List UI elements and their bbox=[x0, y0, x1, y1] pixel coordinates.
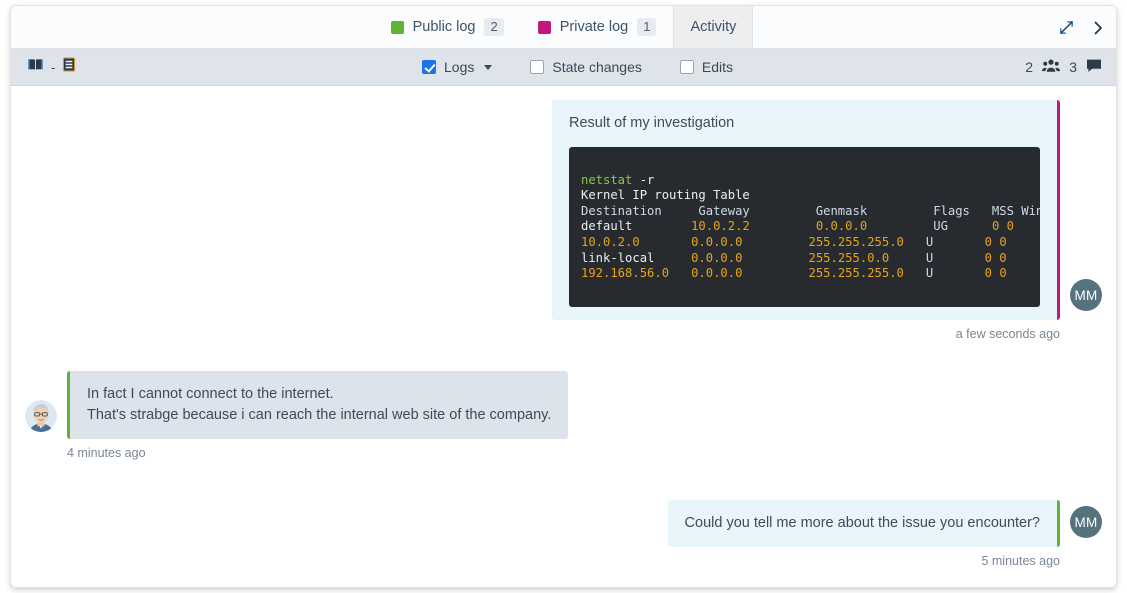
terminal-column-headers: Destination Gateway Genmask Flags MSS Wi… bbox=[581, 203, 1040, 218]
route-row-3-destination: 192.168.56.0 bbox=[581, 266, 670, 281]
route-row-1-gateway: 0.0.0.0 bbox=[691, 234, 743, 249]
route-row-3-window: 0 bbox=[999, 266, 1007, 281]
filter-logs[interactable]: Logs bbox=[422, 59, 493, 75]
route-row-0-flags: UG bbox=[933, 219, 948, 234]
document-list-icon[interactable] bbox=[62, 57, 76, 77]
chevron-right-icon[interactable] bbox=[1090, 20, 1106, 36]
route-row-0-mss: 0 bbox=[991, 219, 1000, 234]
filter-logs-checkbox[interactable] bbox=[422, 60, 436, 74]
terminal-subtitle: Kernel IP routing Table bbox=[581, 188, 750, 203]
terminal-command: netstat bbox=[581, 172, 633, 187]
avatar-initials: MM bbox=[1074, 514, 1098, 530]
avatar[interactable] bbox=[25, 400, 57, 433]
terminal-command-arg: -r bbox=[632, 172, 655, 187]
tab-activity-label: Activity bbox=[690, 19, 737, 35]
bubble-wrap: Could you tell me more about the issue y… bbox=[667, 500, 1060, 569]
tab-public-log[interactable]: Public log 2 bbox=[374, 6, 521, 48]
filter-edits[interactable]: Edits bbox=[679, 59, 733, 75]
timestamp: 4 minutes ago bbox=[67, 446, 146, 461]
route-row-2-flags: U bbox=[925, 250, 934, 265]
avatar[interactable]: MM bbox=[1070, 506, 1102, 539]
route-row-3-genmask: 255.255.255.0 bbox=[808, 266, 904, 281]
tab-public-log-label: Public log bbox=[412, 19, 476, 35]
avatar-initials: MM bbox=[1074, 287, 1098, 303]
route-row-2-mss: 0 bbox=[984, 250, 992, 265]
route-row-1-genmask: 255.255.255.0 bbox=[808, 234, 904, 249]
route-row-1-flags: U bbox=[925, 234, 934, 249]
expand-arrows-icon[interactable] bbox=[1059, 20, 1074, 35]
route-row-3-flags: U bbox=[925, 266, 934, 281]
route-row-3-mss: 0 bbox=[984, 266, 992, 281]
activity-stream[interactable]: Result of my investigation netstat -r Ke… bbox=[11, 86, 1116, 587]
tab-public-log-badge: 2 bbox=[484, 18, 504, 36]
open-book-icon[interactable] bbox=[27, 57, 44, 77]
route-row-0-gateway: 10.0.2.2 bbox=[691, 219, 750, 234]
timestamp: a few seconds ago bbox=[955, 327, 1060, 342]
filter-state-changes-checkbox[interactable] bbox=[530, 60, 545, 74]
route-row-2-destination: link-local bbox=[581, 250, 655, 265]
message-text: Result of my investigation bbox=[569, 115, 735, 131]
participants-count: 2 bbox=[1025, 59, 1033, 75]
filter-toolbar: - Logs State changes bbox=[11, 49, 1116, 86]
tab-bar: Public log 2 Private log 1 Activity bbox=[11, 6, 1116, 49]
tab-private-log[interactable]: Private log 1 bbox=[521, 6, 674, 48]
timestamp: 5 minutes ago bbox=[981, 554, 1060, 569]
message-text: Could you tell me more about the issue y… bbox=[684, 515, 1040, 532]
entry-row: Could you tell me more about the issue y… bbox=[667, 500, 1102, 569]
tab-private-log-badge: 1 bbox=[637, 18, 657, 36]
route-row-2-genmask: 255.255.0.0 bbox=[808, 250, 890, 265]
route-row-2-gateway: 0.0.0.0 bbox=[691, 250, 743, 265]
route-row-0-genmask: 0.0.0.0 bbox=[815, 219, 868, 234]
tab-activity[interactable]: Activity bbox=[673, 6, 754, 48]
activity-entry-investigation: Result of my investigation netstat -r Ke… bbox=[25, 100, 1102, 341]
filter-checkbox-group: Logs State changes Edits bbox=[422, 59, 733, 75]
route-row-0-destination: default bbox=[581, 219, 633, 234]
entry-row: In fact I cannot connect to the internet… bbox=[25, 371, 569, 461]
filter-edits-label: Edits bbox=[701, 59, 733, 75]
toolbar-counters: 2 3 bbox=[1025, 58, 1102, 76]
avatar[interactable]: MM bbox=[1070, 279, 1102, 312]
tab-bar-actions bbox=[1059, 6, 1106, 49]
toolbar-separator: - bbox=[51, 59, 56, 75]
bubble-wrap: Result of my investigation netstat -r Ke… bbox=[552, 100, 1060, 341]
entry-row: Result of my investigation netstat -r Ke… bbox=[552, 100, 1102, 341]
route-row-1-destination: 10.0.2.0 bbox=[581, 234, 640, 249]
message-text-line-2: That's strabge because i can reach the i… bbox=[87, 407, 552, 424]
chevron-down-icon[interactable] bbox=[484, 64, 493, 70]
activity-entry-question: Could you tell me more about the issue y… bbox=[25, 500, 1102, 568]
route-row-1-mss: 0 bbox=[984, 234, 992, 249]
comments-count: 3 bbox=[1069, 59, 1077, 75]
message-bubble[interactable]: Result of my investigation netstat -r Ke… bbox=[552, 100, 1060, 321]
filter-state-changes[interactable]: State changes bbox=[530, 59, 642, 75]
route-row-0-window: 0 bbox=[1006, 219, 1014, 234]
route-row-2-window: 0 bbox=[999, 250, 1007, 265]
activity-panel: Public log 2 Private log 1 Activity bbox=[10, 5, 1117, 588]
filter-logs-label: Logs bbox=[444, 59, 475, 75]
route-row-1-window: 0 bbox=[999, 234, 1007, 249]
terminal-output-block: netstat -r Kernel IP routing Table Desti… bbox=[569, 147, 1040, 308]
route-row-3-gateway: 0.0.0.0 bbox=[691, 266, 743, 281]
message-bubble[interactable]: In fact I cannot connect to the internet… bbox=[67, 371, 569, 440]
comment-icon[interactable] bbox=[1086, 58, 1102, 76]
public-log-color-swatch-icon bbox=[390, 20, 404, 34]
bubble-wrap: In fact I cannot connect to the internet… bbox=[67, 371, 569, 461]
filter-state-changes-label: State changes bbox=[552, 59, 642, 75]
tab-private-log-label: Private log bbox=[559, 19, 629, 35]
message-bubble[interactable]: Could you tell me more about the issue y… bbox=[667, 500, 1060, 548]
toolbar-view-switch: - bbox=[27, 57, 76, 77]
tab-list: Public log 2 Private log 1 Activity bbox=[374, 6, 754, 48]
message-text-line-1: In fact I cannot connect to the internet… bbox=[87, 386, 334, 403]
activity-entry-user-reply: In fact I cannot connect to the internet… bbox=[25, 371, 1102, 460]
user-photo-avatar-icon bbox=[25, 400, 57, 433]
private-log-color-swatch-icon bbox=[537, 20, 551, 34]
users-icon[interactable] bbox=[1042, 58, 1060, 76]
filter-edits-checkbox[interactable] bbox=[679, 60, 694, 74]
